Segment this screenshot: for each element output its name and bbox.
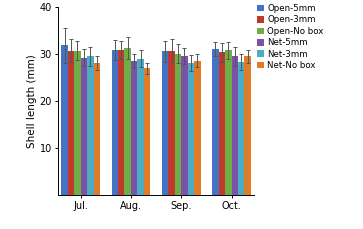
Bar	[111, 50, 118, 195]
Bar	[144, 68, 150, 195]
Bar	[244, 56, 251, 195]
Bar	[162, 52, 168, 195]
Bar	[188, 63, 194, 195]
Bar	[238, 62, 244, 195]
Legend: Open-5mm, Open-3mm, Open-No box, Net-5mm, Net-3mm, Net-No box: Open-5mm, Open-3mm, Open-No box, Net-5mm…	[256, 3, 325, 71]
Y-axis label: Shell length (mm): Shell length (mm)	[26, 54, 37, 148]
Bar	[61, 45, 68, 195]
Bar	[94, 63, 100, 195]
Bar	[137, 59, 144, 195]
Bar	[232, 56, 238, 195]
Bar	[212, 49, 219, 195]
Bar	[194, 61, 201, 195]
Bar	[131, 61, 137, 195]
Bar	[219, 52, 225, 195]
Bar	[225, 50, 232, 195]
Bar	[125, 48, 131, 195]
Bar	[118, 50, 125, 195]
Bar	[74, 51, 81, 195]
Bar	[175, 54, 181, 195]
Bar	[168, 51, 175, 195]
Bar	[81, 57, 87, 195]
Bar	[181, 56, 188, 195]
Bar	[87, 56, 94, 195]
Bar	[68, 51, 74, 195]
